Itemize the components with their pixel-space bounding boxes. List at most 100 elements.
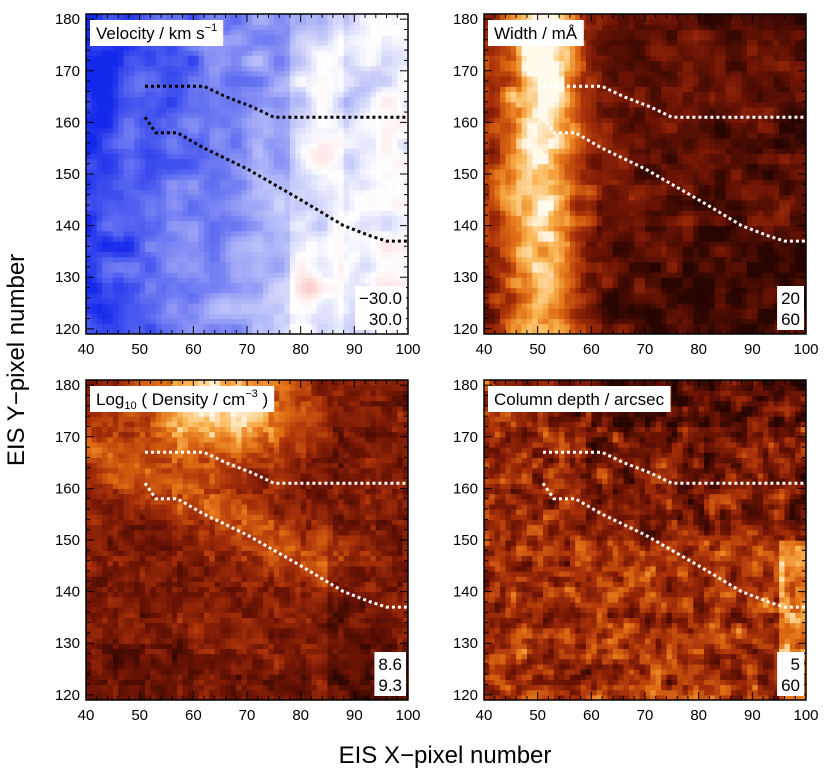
heatmap-cell bbox=[128, 261, 135, 268]
heatmap-cell bbox=[214, 158, 221, 165]
heatmap-cell bbox=[500, 50, 507, 56]
heatmap-cell bbox=[193, 14, 200, 20]
heatmap-cell bbox=[354, 81, 361, 87]
heatmap-cell bbox=[348, 256, 355, 263]
heatmap-cell bbox=[381, 194, 388, 201]
heatmap-cell bbox=[505, 55, 512, 62]
heatmap-cell bbox=[338, 210, 345, 216]
heatmap-cell bbox=[198, 297, 205, 304]
heatmap-cell bbox=[241, 158, 248, 165]
heatmap-cell bbox=[375, 106, 382, 113]
heatmap-cell bbox=[252, 215, 259, 222]
heatmap-cell bbox=[553, 184, 560, 191]
heatmap-cell bbox=[247, 143, 253, 149]
heatmap-cell bbox=[365, 153, 372, 160]
heatmap-cell bbox=[564, 168, 571, 175]
heatmap-cell bbox=[494, 101, 501, 108]
heatmap-cell bbox=[289, 101, 296, 108]
heatmap-cell bbox=[311, 75, 318, 82]
heatmap-cell bbox=[386, 29, 393, 36]
heatmap-cell bbox=[279, 86, 286, 93]
heatmap-cell bbox=[166, 277, 173, 283]
heatmap-cell bbox=[171, 122, 178, 129]
heatmap-cell bbox=[559, 323, 566, 330]
heatmap-cell bbox=[327, 313, 334, 320]
heatmap-cell bbox=[279, 189, 286, 196]
heatmap-cell bbox=[209, 313, 216, 320]
heatmap-cell bbox=[145, 241, 151, 247]
heatmap-cell bbox=[332, 81, 339, 87]
heatmap-cell bbox=[182, 112, 189, 118]
heatmap-cell bbox=[102, 86, 109, 93]
heatmap-cell bbox=[198, 50, 205, 56]
heatmap-cell bbox=[209, 122, 216, 129]
heatmap-cell bbox=[166, 210, 173, 216]
heatmap-cell bbox=[338, 251, 345, 258]
heatmap-cell bbox=[225, 96, 232, 103]
heatmap-cell bbox=[150, 235, 157, 242]
heatmap-cell bbox=[354, 91, 361, 98]
heatmap-cell bbox=[284, 39, 291, 46]
heatmap-cell bbox=[300, 235, 307, 242]
heatmap-cell bbox=[230, 60, 237, 67]
heatmap-cell bbox=[193, 55, 200, 62]
heatmap-cell bbox=[247, 246, 253, 253]
heatmap-cell bbox=[575, 225, 582, 232]
heatmap-cell bbox=[182, 122, 189, 129]
heatmap-cell bbox=[91, 215, 98, 222]
heatmap-cell bbox=[257, 96, 264, 103]
heatmap-cell bbox=[505, 117, 512, 123]
heatmap-cell bbox=[155, 174, 162, 180]
heatmap-cell bbox=[548, 215, 555, 222]
heatmap-cell bbox=[123, 179, 130, 185]
heatmap-cell bbox=[494, 179, 501, 185]
heatmap-cell bbox=[402, 86, 408, 93]
heatmap-cell bbox=[338, 272, 345, 278]
heatmap-cell bbox=[537, 158, 544, 165]
heatmap-cell bbox=[134, 313, 141, 320]
heatmap-cell bbox=[564, 308, 571, 314]
heatmap-cell bbox=[543, 323, 549, 330]
heatmap-cell bbox=[145, 297, 151, 304]
heatmap-cell bbox=[91, 55, 98, 62]
heatmap-cell bbox=[500, 328, 507, 334]
heatmap-cell bbox=[322, 75, 329, 82]
heatmap-cell bbox=[553, 50, 560, 56]
heatmap-cell bbox=[112, 101, 119, 108]
heatmap-cell bbox=[96, 210, 103, 216]
heatmap-cell bbox=[112, 282, 119, 289]
heatmap-cell bbox=[214, 14, 221, 20]
heatmap-cell bbox=[214, 313, 221, 320]
heatmap-cell bbox=[241, 179, 248, 185]
heatmap-cell bbox=[489, 220, 496, 227]
heatmap-cell bbox=[532, 117, 539, 123]
heatmap-cell bbox=[537, 65, 544, 72]
heatmap-cell bbox=[516, 241, 523, 247]
heatmap-cell bbox=[300, 323, 307, 330]
heatmap-cell bbox=[112, 189, 119, 196]
heatmap-cell bbox=[548, 241, 555, 247]
heatmap-cell bbox=[553, 96, 560, 103]
heatmap-cell bbox=[484, 204, 490, 211]
heatmap-cell bbox=[279, 137, 286, 144]
heatmap-cell bbox=[230, 153, 237, 160]
heatmap-cell bbox=[236, 101, 243, 108]
heatmap-cell bbox=[386, 132, 393, 139]
heatmap-cell bbox=[397, 246, 404, 253]
heatmap-cell bbox=[332, 328, 339, 334]
heatmap-cell bbox=[338, 55, 345, 62]
heatmap-cell bbox=[204, 225, 211, 232]
heatmap-cell bbox=[284, 297, 291, 304]
heatmap-cell bbox=[359, 328, 366, 334]
heatmap-cell bbox=[279, 210, 286, 216]
heatmap-cell bbox=[327, 215, 334, 222]
heatmap-cell bbox=[505, 179, 512, 185]
heatmap-cell bbox=[102, 44, 109, 51]
heatmap-cell bbox=[359, 153, 366, 160]
heatmap-cell bbox=[166, 220, 173, 227]
heatmap-cell bbox=[193, 323, 200, 330]
heatmap-cell bbox=[220, 96, 227, 103]
heatmap-cell bbox=[177, 318, 184, 325]
heatmap-cell bbox=[322, 272, 329, 278]
heatmap-cell bbox=[112, 204, 119, 211]
